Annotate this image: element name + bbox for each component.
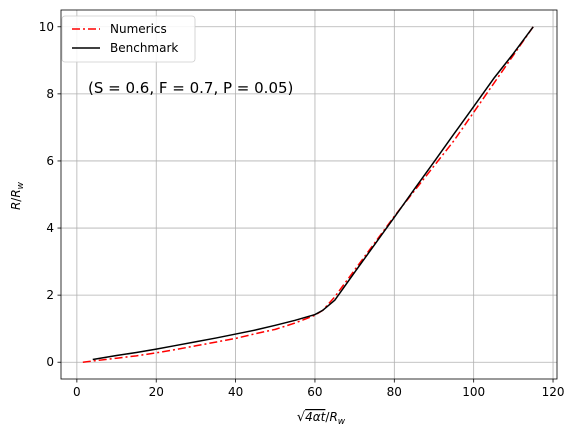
x-tick-label: 20 — [149, 385, 164, 399]
x-axis-label: √4αt/Rw — [297, 410, 346, 427]
legend-label-numerics: Numerics — [110, 22, 167, 36]
y-tick-label: 6 — [46, 154, 54, 168]
y-axis-label: R/Rw — [9, 181, 26, 210]
y-tick-label: 0 — [46, 355, 54, 369]
axis-ticks: 0 20 40 60 80 100 120 0 2 4 6 8 10 — [39, 20, 565, 399]
series-line-numerics — [82, 26, 534, 363]
x-axis-label-sqrt-sign: √ — [297, 410, 306, 425]
annotation-text: (S = 0.6, F = 0.7, P = 0.05) — [88, 79, 293, 97]
y-tick-label: 4 — [46, 221, 54, 235]
x-tick-label: 120 — [542, 385, 565, 399]
x-tick-label: 40 — [228, 385, 243, 399]
legend-box — [61, 15, 196, 63]
grid-lines — [61, 10, 557, 379]
legend-label-benchmark: Benchmark — [110, 41, 178, 55]
series-lines — [82, 26, 534, 363]
series-line-benchmark — [92, 26, 534, 361]
x-tick-label: 0 — [73, 385, 81, 399]
x-tick-label: 80 — [387, 385, 402, 399]
y-tick-label: 10 — [39, 20, 54, 34]
x-axis-label-numerator: 4αt — [305, 410, 327, 424]
x-tick-label: 60 — [307, 385, 322, 399]
legend: Numerics Benchmark — [61, 15, 196, 63]
y-tick-label: 8 — [46, 87, 54, 101]
x-tick-label: 100 — [462, 385, 485, 399]
plot-frame — [60, 9, 558, 380]
y-tick-label: 2 — [46, 288, 54, 302]
